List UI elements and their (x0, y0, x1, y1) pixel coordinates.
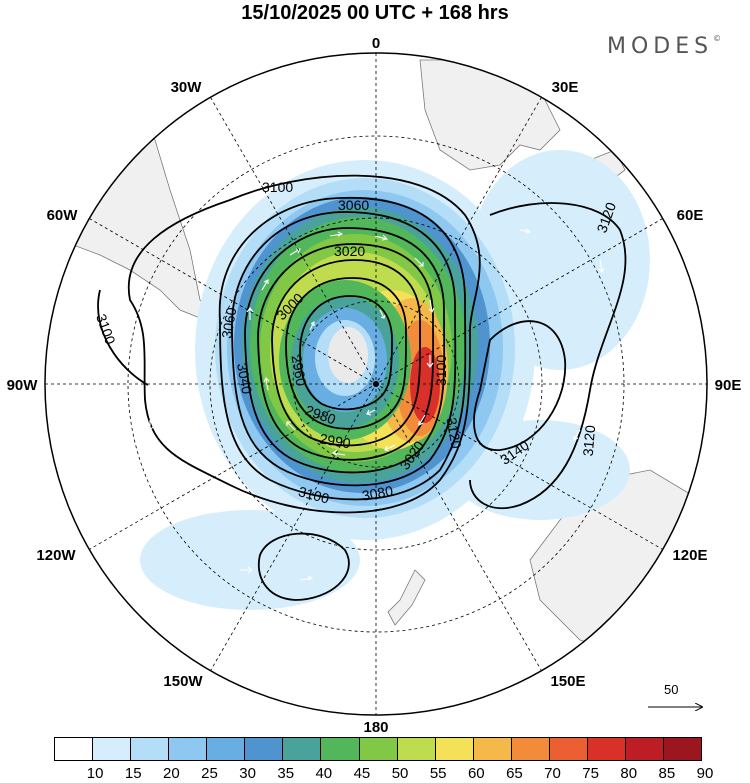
colorbar-tick-label: 35 (277, 765, 295, 782)
brand-logo: MODES© (607, 34, 721, 59)
colorbar-tick-label: 50 (391, 765, 409, 782)
colorbar-cell (473, 738, 512, 760)
lon-label-90e: 90E (715, 377, 742, 394)
lon-label-150e: 150E (550, 673, 585, 690)
contour-3000 (271, 259, 421, 447)
contour-label: 3120 (443, 416, 464, 450)
colorbar-cell (169, 738, 208, 760)
contour-3100-inner (97, 289, 149, 386)
brand-mark: © (713, 34, 722, 43)
contour-label: 3100 (262, 179, 293, 195)
colorbar-cell (93, 738, 132, 760)
map-outline (44, 52, 708, 716)
colorbar-cell (435, 738, 474, 760)
colorbar-tick-label: 85 (658, 765, 676, 782)
colorbar-tick-label: 90 (696, 765, 714, 782)
colorbar-cell (397, 738, 436, 760)
contour-3140 (473, 320, 567, 451)
colorbar-cell (511, 738, 550, 760)
colorbar (54, 737, 702, 761)
colorbar-cell (664, 738, 702, 760)
lon-label-0: 0 (372, 35, 380, 52)
new-zealand-land (387, 569, 426, 626)
pole-marker (373, 381, 379, 387)
contour-label: 3040 (234, 362, 255, 396)
colorbar-tick-label: 55 (429, 765, 447, 782)
lon-label-180: 180 (363, 719, 388, 736)
colorbar-tick-label: 45 (353, 765, 371, 782)
contour-3100-south (257, 532, 350, 601)
contour-3100-outer (127, 174, 481, 514)
contour-2980 (285, 277, 407, 430)
colorbar-cell (55, 738, 94, 760)
colorbar-cell (625, 738, 664, 760)
brand-text: MODES (607, 34, 714, 59)
colorbar-ticks: 10 15 20 25 30 35 40 45 50 55 60 65 70 75 80 85 90 (54, 765, 714, 783)
contour-3020 (257, 243, 435, 461)
contour-label: 3080 (361, 482, 395, 503)
lon-label-120w: 120W (36, 547, 76, 564)
colorbar-cell (359, 738, 398, 760)
lon-label-120e: 120E (672, 547, 707, 564)
lon-label-90w: 90W (7, 377, 39, 394)
colorbar-tick-label: 65 (506, 765, 523, 782)
reference-vector-label: 50 (664, 682, 679, 697)
contour-label: 3100 (297, 483, 331, 507)
colorbar-tick-label: 10 (86, 765, 104, 782)
contour-label: 3100 (433, 355, 449, 386)
contour-2960 (299, 295, 393, 411)
contour-label: 3120 (580, 424, 599, 457)
colorbar-cell (549, 738, 588, 760)
colorbar-cell (207, 738, 246, 760)
wind-vectors (146, 228, 605, 581)
lon-label-60e: 60E (677, 207, 704, 224)
colorbar-cell (587, 738, 626, 760)
colorbar-cell (283, 738, 322, 760)
contour-3040 (244, 227, 446, 474)
colorbar-cell (131, 738, 170, 760)
contour-3120-east (469, 202, 627, 510)
contour-3080 (218, 197, 467, 501)
colorbar-tick-label: 80 (620, 765, 638, 782)
colorbar-cell (245, 738, 284, 760)
colorbar-tick-label: 15 (124, 765, 142, 782)
colorbar-tick-label: 40 (315, 765, 333, 782)
colorbar-tick-label: 70 (544, 765, 561, 782)
lon-label-150w: 150W (163, 673, 203, 690)
colorbar-tick-label: 20 (163, 765, 180, 782)
colorbar-tick-label: 30 (239, 765, 256, 782)
colorbar-cell (321, 738, 360, 760)
colorbar-tick-label: 60 (467, 765, 485, 782)
colorbar-tick-label: 25 (201, 765, 218, 782)
lon-label-30e: 30E (552, 79, 579, 96)
contour-label: 3060 (338, 197, 369, 213)
longitude-labels: 0 30E 60E 90E 120E 150E 180 150W 120W 90… (7, 35, 742, 736)
contour-label: 3020 (334, 243, 365, 259)
lon-label-30w: 30W (171, 79, 203, 96)
chart-title: 15/10/2025 00 UTC + 168 hrs (241, 2, 509, 24)
colorbar-tick-label: 75 (582, 765, 599, 782)
contour-label: 3060 (218, 306, 239, 340)
lon-label-60w: 60W (47, 207, 79, 224)
geopotential-contours (97, 174, 627, 601)
contour-label: 2960 (288, 354, 309, 388)
contour-label: 2990 (318, 430, 352, 451)
